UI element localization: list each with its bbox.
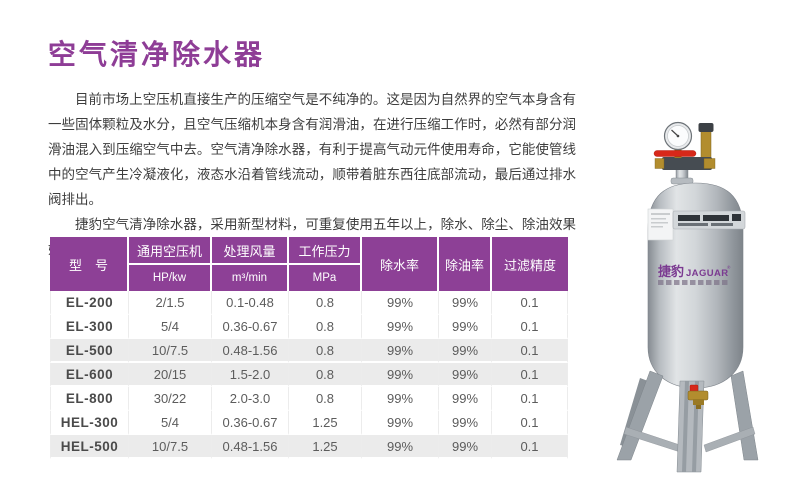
tank-brand-english: JAGUAR: [686, 268, 729, 279]
tank-white-label: [647, 208, 674, 241]
cell-water: 99%: [362, 315, 439, 339]
cell-mpa: 0.8: [289, 363, 362, 387]
cell-hp: 10/7.5: [129, 339, 212, 363]
product-photo-air-dryer-tank: 捷豹 JAGUAR ®: [616, 121, 759, 473]
tank-nameplate: [672, 210, 746, 230]
cell-micron: 0.1: [492, 435, 568, 459]
cell-water: 99%: [362, 387, 439, 411]
col-header-oil-removal: 除油率: [439, 237, 492, 291]
table-row: EL-300 5/4 0.36-0.67 0.8 99% 99% 0.1: [50, 315, 568, 339]
tank-right-leg: [730, 370, 759, 461]
cell-flow: 0.48-1.56: [212, 435, 289, 459]
col-header-model: 型 号: [50, 237, 129, 291]
tank-label-fineprint: [658, 280, 728, 285]
unit-airflow: m³/min: [212, 265, 289, 291]
cell-oil: 99%: [439, 339, 492, 363]
cell-water: 99%: [362, 291, 439, 315]
cell-micron: 0.1: [492, 387, 568, 411]
cell-water: 99%: [362, 339, 439, 363]
spec-table-body: EL-200 2/1.5 0.1-0.48 0.8 99% 99% 0.1 EL…: [50, 291, 568, 459]
cell-flow: 2.0-3.0: [212, 387, 289, 411]
intro-text: 目前市场上空压机直接生产的压缩空气是不纯净的。这是因为自然界的空气本身含有一些固…: [48, 87, 576, 262]
cell-hp: 30/22: [129, 387, 212, 411]
col-header-compressor: 通用空压机: [129, 237, 212, 265]
table-row: EL-600 20/15 1.5-2.0 0.8 99% 99% 0.1: [50, 363, 568, 387]
intro-paragraph-1: 目前市场上空压机直接生产的压缩空气是不纯净的。这是因为自然界的空气本身含有一些固…: [48, 92, 576, 207]
cell-model: EL-200: [50, 291, 129, 315]
cell-mpa: 0.8: [289, 339, 362, 363]
cell-mpa: 0.8: [289, 387, 362, 411]
cell-oil: 99%: [439, 387, 492, 411]
unit-pressure: MPa: [289, 265, 362, 291]
cell-hp: 20/15: [129, 363, 212, 387]
page-title: 空气清净除水器: [48, 39, 266, 70]
cell-hp: 2/1.5: [129, 291, 212, 315]
table-row: HEL-500 10/7.5 0.48-1.56 1.25 99% 99% 0.…: [50, 435, 568, 459]
tank-right-brace: [703, 426, 756, 453]
cell-model: EL-800: [50, 387, 129, 411]
cell-mpa: 1.25: [289, 411, 362, 435]
cell-micron: 0.1: [492, 339, 568, 363]
tank-brand-chinese: 捷豹: [658, 264, 684, 279]
cell-micron: 0.1: [492, 291, 568, 315]
spec-table-header: 型 号 通用空压机 处理风量 工作压力 除水率 除油率 过滤精度 HP/kw m…: [50, 237, 568, 291]
cell-flow: 0.48-1.56: [212, 339, 289, 363]
cell-oil: 99%: [439, 411, 492, 435]
cell-micron: 0.1: [492, 315, 568, 339]
pressure-gauge: [663, 121, 693, 151]
table-row: HEL-300 5/4 0.36-0.67 1.25 99% 99% 0.1: [50, 411, 568, 435]
drain-valve: [687, 384, 709, 409]
table-row: EL-800 30/22 2.0-3.0 0.8 99% 99% 0.1: [50, 387, 568, 411]
cell-water: 99%: [362, 435, 439, 459]
cell-oil: 99%: [439, 291, 492, 315]
cell-hp: 5/4: [129, 315, 212, 339]
red-lever-handle: [653, 150, 697, 157]
cell-water: 99%: [362, 363, 439, 387]
table-row: EL-200 2/1.5 0.1-0.48 0.8 99% 99% 0.1: [50, 291, 568, 315]
cell-micron: 0.1: [492, 363, 568, 387]
cell-mpa: 1.25: [289, 435, 362, 459]
cell-model: EL-600: [50, 363, 129, 387]
table-row: EL-500 10/7.5 0.48-1.56 0.8 99% 99% 0.1: [50, 339, 568, 363]
cell-micron: 0.1: [492, 411, 568, 435]
cell-flow: 0.36-0.67: [212, 315, 289, 339]
col-header-airflow: 处理风量: [212, 237, 289, 265]
cell-model: EL-300: [50, 315, 129, 339]
cell-flow: 0.36-0.67: [212, 411, 289, 435]
col-header-water-removal: 除水率: [362, 237, 439, 291]
cell-model: HEL-500: [50, 435, 129, 459]
cell-flow: 1.5-2.0: [212, 363, 289, 387]
cell-hp: 10/7.5: [129, 435, 212, 459]
cell-mpa: 0.8: [289, 315, 362, 339]
cell-oil: 99%: [439, 363, 492, 387]
col-header-filtration: 过滤精度: [492, 237, 568, 291]
cell-water: 99%: [362, 411, 439, 435]
tank-brand-registered-mark: ®: [727, 264, 731, 270]
cell-oil: 99%: [439, 315, 492, 339]
cell-model: EL-500: [50, 339, 129, 363]
col-header-pressure: 工作压力: [289, 237, 362, 265]
cell-hp: 5/4: [129, 411, 212, 435]
cell-oil: 99%: [439, 435, 492, 459]
cell-mpa: 0.8: [289, 291, 362, 315]
unit-compressor: HP/kw: [129, 265, 212, 291]
cell-flow: 0.1-0.48: [212, 291, 289, 315]
spec-table: 型 号 通用空压机 处理风量 工作压力 除水率 除油率 过滤精度 HP/kw m…: [50, 237, 568, 459]
cell-model: HEL-300: [50, 411, 129, 435]
